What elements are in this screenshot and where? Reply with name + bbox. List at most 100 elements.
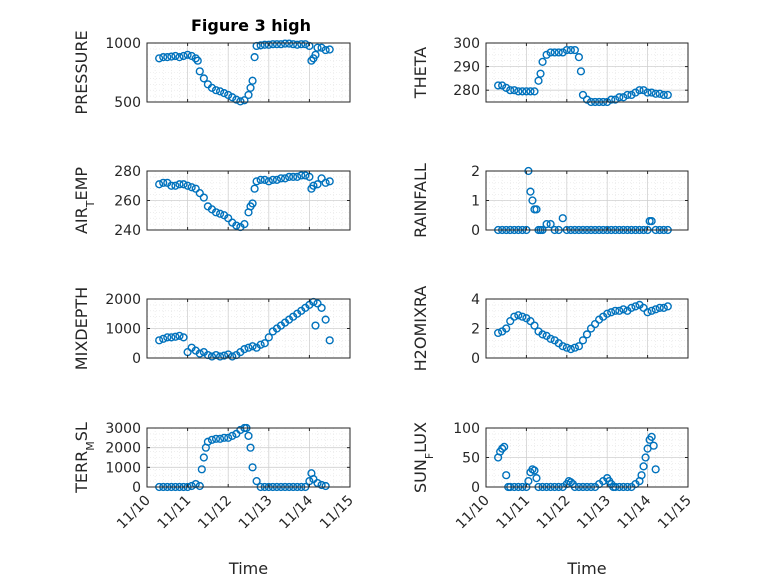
y-tick-label: 1 bbox=[471, 194, 480, 210]
data-point bbox=[195, 67, 204, 76]
data-point bbox=[228, 93, 237, 102]
data-point bbox=[220, 89, 229, 98]
y-axis-label-subscript: T bbox=[84, 200, 97, 208]
y-axis-label: H2OMIXRA bbox=[411, 286, 430, 372]
data-point bbox=[193, 56, 202, 65]
y-axis-label-part: AIR bbox=[72, 207, 91, 234]
axes-box bbox=[146, 42, 351, 103]
data-point bbox=[500, 442, 509, 451]
data-point bbox=[526, 87, 535, 96]
y-tick-label: 500 bbox=[114, 95, 141, 111]
y-tick-label: 240 bbox=[114, 223, 141, 239]
data-point bbox=[268, 175, 277, 184]
data-point bbox=[655, 89, 664, 98]
data-point bbox=[570, 343, 579, 352]
y-tick-label: 1000 bbox=[105, 460, 141, 476]
data-point bbox=[224, 433, 233, 442]
y-axis-label: RAINFALL bbox=[411, 163, 430, 238]
data-point bbox=[532, 205, 541, 214]
data-point bbox=[183, 50, 192, 59]
data-point bbox=[175, 180, 184, 189]
data-point bbox=[659, 90, 668, 100]
data-point bbox=[272, 175, 282, 184]
x-tick-label: 11/14 bbox=[276, 492, 316, 532]
y-axis-label-part: SL bbox=[72, 422, 91, 441]
data-point bbox=[224, 90, 233, 100]
data-point bbox=[558, 214, 567, 223]
data-point bbox=[631, 88, 640, 97]
data-point bbox=[647, 88, 656, 97]
data-point bbox=[546, 220, 555, 229]
data-point bbox=[627, 90, 636, 100]
data-point bbox=[317, 303, 326, 312]
data-point bbox=[522, 87, 531, 96]
y-tick-label: 50 bbox=[462, 451, 480, 467]
axes-theta: 280 290 300 THETA bbox=[411, 36, 689, 107]
data-point bbox=[663, 90, 672, 100]
y-tick-label: 4 bbox=[471, 292, 480, 308]
y-axis-label: SUNFLUX bbox=[411, 422, 436, 493]
data-point bbox=[538, 330, 547, 339]
data-point bbox=[293, 40, 302, 49]
data-point bbox=[280, 174, 290, 183]
data-point bbox=[524, 477, 533, 486]
y-axis-label: THETA bbox=[411, 47, 430, 99]
data-point bbox=[207, 83, 217, 92]
data-point bbox=[280, 39, 290, 48]
data-point bbox=[256, 41, 265, 50]
x-tick-label: 11/12 bbox=[534, 493, 574, 533]
data-point bbox=[240, 345, 249, 354]
data-point bbox=[603, 309, 612, 318]
y-tick-label: 300 bbox=[453, 36, 480, 52]
data-point bbox=[276, 40, 286, 49]
data-point bbox=[272, 40, 282, 49]
data-point bbox=[163, 53, 172, 62]
data-point bbox=[224, 214, 233, 223]
y-tick-label: 280 bbox=[453, 83, 480, 99]
data-point bbox=[197, 465, 206, 474]
data-point bbox=[643, 88, 652, 97]
data-point bbox=[647, 432, 656, 441]
data-point bbox=[179, 180, 188, 189]
data-point bbox=[301, 40, 310, 49]
data-point bbox=[285, 39, 294, 48]
data-point bbox=[530, 466, 539, 475]
y-tick-label: 3000 bbox=[105, 421, 141, 437]
y-tick-label: 260 bbox=[114, 194, 141, 210]
data-point bbox=[260, 40, 269, 49]
data-point bbox=[534, 76, 543, 85]
data-point bbox=[250, 184, 259, 193]
y-tick-label: 0 bbox=[471, 480, 480, 496]
data-point bbox=[207, 435, 217, 444]
y-axis-label-subscript: F bbox=[423, 453, 436, 459]
data-point bbox=[311, 50, 320, 59]
data-point bbox=[236, 97, 245, 106]
data-point bbox=[159, 334, 168, 343]
data-point bbox=[215, 209, 225, 218]
data-point bbox=[317, 43, 326, 52]
data-point bbox=[530, 321, 539, 330]
x-axis-label: Time bbox=[566, 559, 606, 578]
data-point bbox=[582, 95, 592, 104]
x-axis-label: Time bbox=[228, 559, 268, 578]
data-point bbox=[246, 443, 255, 452]
data-point bbox=[607, 308, 616, 317]
data-point bbox=[240, 220, 249, 229]
data-point bbox=[309, 181, 318, 190]
data-point bbox=[631, 302, 640, 311]
data-point bbox=[546, 48, 555, 57]
y-axis-label-part: SUN bbox=[411, 459, 430, 493]
x-tick-label: 11/11 bbox=[155, 493, 195, 533]
x-tick-label: 11/10 bbox=[453, 493, 493, 533]
data-point bbox=[215, 434, 225, 443]
data-point bbox=[268, 40, 277, 49]
data-point bbox=[187, 183, 196, 192]
data-point bbox=[321, 45, 330, 55]
data-point bbox=[532, 474, 541, 483]
y-axis-label: PRESSURE bbox=[72, 30, 91, 114]
data-point bbox=[248, 199, 257, 208]
data-point bbox=[578, 336, 588, 345]
data-point bbox=[264, 333, 273, 342]
data-point bbox=[211, 434, 221, 443]
data-point bbox=[615, 93, 624, 102]
